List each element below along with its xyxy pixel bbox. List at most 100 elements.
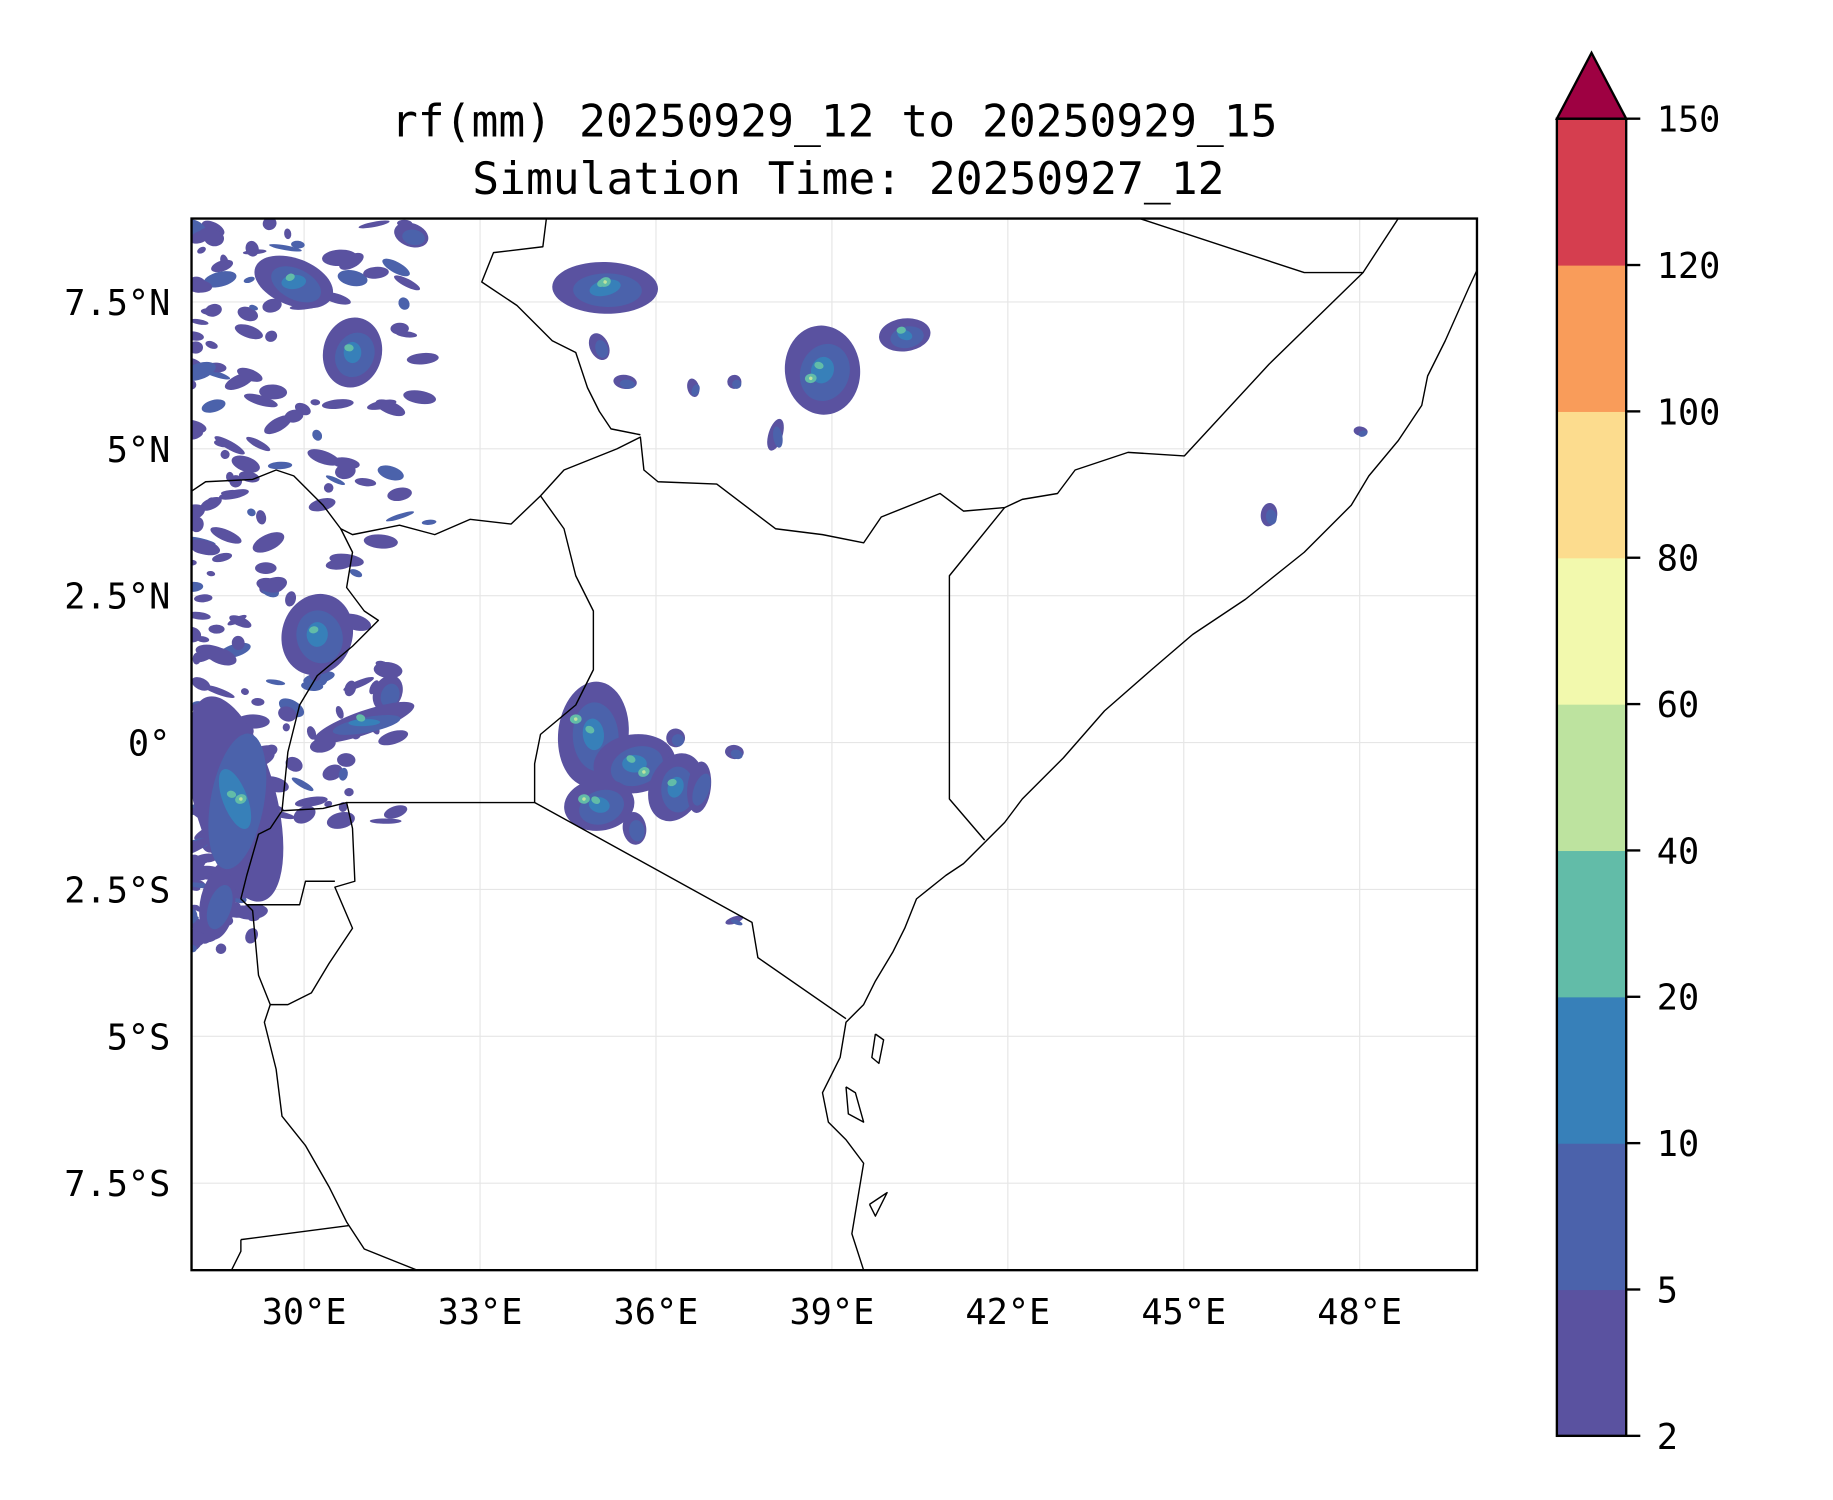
rain-contour: [284, 409, 304, 423]
rain-contour: [896, 326, 906, 334]
rain-contour: [256, 577, 284, 593]
rain-contour: [243, 470, 255, 479]
border-line: [230, 1239, 242, 1271]
y-tick-label: 0°: [128, 724, 170, 765]
rain-contour: [402, 229, 425, 246]
rain-contour: [363, 266, 389, 279]
colorbar-segment: [1556, 265, 1627, 412]
colorbar-tick-label: 2: [1657, 1417, 1678, 1458]
rain-contour: [204, 303, 222, 317]
rain-contour: [344, 787, 354, 797]
border-line: [240, 1224, 350, 1241]
colorbar-segment: [1556, 411, 1627, 559]
rain-contour: [252, 532, 285, 553]
rain-contour: [246, 436, 271, 452]
rain-contour: [259, 384, 288, 400]
colorbar-segment: [1556, 118, 1627, 266]
colorbar-tick-label: 20: [1657, 978, 1699, 1019]
colorbar-tick-label: 5: [1657, 1270, 1678, 1311]
rain-contour: [323, 483, 334, 493]
gridlines: [191, 218, 1477, 1271]
rain-contour: [310, 399, 321, 406]
x-tick-label: 45°E: [1141, 1292, 1226, 1333]
rain-contour: [262, 218, 277, 231]
rain-contour: [406, 352, 439, 365]
rain-contour: [312, 429, 323, 441]
rain-contour: [732, 379, 742, 389]
rain-contour: [1358, 430, 1368, 437]
rain-contour: [240, 688, 249, 695]
colorbar: 2 5 10 20 40 60 80 100 120 150: [1554, 50, 1721, 1458]
rain-contour: [247, 508, 256, 517]
colorbar-tick-label: 80: [1657, 539, 1699, 580]
rain-contour: [269, 244, 302, 252]
rain-contour: [245, 240, 259, 257]
rain-contour: [294, 796, 328, 807]
rain-contour: [320, 671, 329, 686]
rain-contour: [191, 581, 204, 592]
colorbar-tick-label: 100: [1657, 392, 1721, 433]
rain-contour: [321, 399, 354, 410]
rain-contour: [214, 436, 245, 455]
rain-contour: [329, 553, 364, 567]
rain-contour: [730, 919, 743, 926]
rain-contour: [265, 679, 286, 686]
rain-contour: [667, 778, 677, 787]
rain-contour: [191, 331, 204, 341]
rain-contour: [356, 714, 366, 722]
rain-contour: [326, 811, 355, 829]
rain-contour: [573, 717, 578, 721]
rain-contour: [338, 767, 348, 781]
rain-contour: [603, 280, 607, 284]
rain-contour: [322, 764, 343, 781]
rain-contour: [394, 275, 421, 291]
rain-contour: [285, 591, 297, 607]
rain-contour: [231, 455, 260, 473]
rain-contour: [385, 511, 415, 522]
rainfall-contours: [191, 218, 1368, 954]
title-line-2: Simulation Time: 20250927_12: [472, 153, 1224, 205]
rain-contour: [245, 928, 258, 944]
rain-contour: [229, 615, 252, 628]
x-tick-label: 39°E: [789, 1292, 874, 1333]
rain-contour: [421, 519, 437, 525]
rain-contour: [398, 297, 410, 310]
rain-contour: [585, 725, 595, 734]
rain-contour: [373, 661, 403, 679]
rain-contour: [203, 271, 237, 288]
rain-contour: [619, 379, 636, 389]
rain-contour: [814, 361, 824, 370]
rain-contour: [243, 393, 278, 408]
colorbar-tick-label: 120: [1657, 246, 1721, 287]
border-line: [948, 507, 1006, 841]
rain-contour: [220, 489, 239, 496]
rain-contour: [378, 730, 409, 746]
border-line: [481, 218, 641, 436]
rain-contour: [237, 306, 259, 322]
colorbar-segment: [1556, 850, 1627, 998]
y-axis-ticks: 7.5°N 5°N 2.5°N 0° 2.5°S 5°S 7.5°S: [64, 283, 170, 1205]
country-borders: [191, 218, 1477, 1271]
border-line: [246, 880, 335, 906]
y-tick-label: 7.5°N: [64, 283, 170, 324]
rain-contour: [380, 683, 400, 708]
rain-contour: [335, 463, 356, 480]
colorbar-segment: [1556, 996, 1627, 1144]
rain-contour: [626, 755, 636, 763]
title-line-1: rf(mm) 20250929_12 to 20250929_15: [391, 95, 1278, 147]
rain-contour: [194, 594, 213, 603]
colorbar-tick-label: 60: [1657, 685, 1699, 726]
x-axis-ticks: 30°E 33°E 36°E 39°E 42°E 45°E 48°E: [262, 1292, 1402, 1333]
rain-contour: [251, 698, 265, 706]
rain-contour: [291, 777, 314, 792]
rain-contour: [205, 340, 218, 349]
y-tick-label: 5°N: [107, 430, 171, 471]
rain-contour: [691, 384, 700, 396]
rain-contour: [265, 330, 278, 342]
rain-contour: [239, 797, 243, 801]
rain-contour: [231, 635, 245, 650]
rain-contour: [206, 570, 216, 577]
rain-contour: [808, 376, 813, 381]
rain-contour: [363, 534, 398, 549]
x-tick-label: 33°E: [438, 1292, 523, 1333]
